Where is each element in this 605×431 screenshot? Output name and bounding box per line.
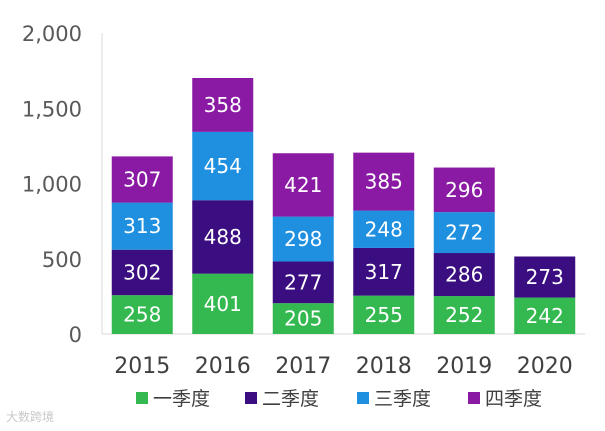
- bar-segment: [111, 249, 173, 296]
- bar-segment: [514, 256, 576, 298]
- legend-swatch: [468, 392, 480, 404]
- bar-segment: [514, 297, 576, 334]
- data-label: 258: [123, 303, 161, 327]
- legend-label: 四季度: [485, 388, 542, 410]
- bar-segment: [272, 153, 334, 217]
- legend-label: 三季度: [374, 388, 431, 410]
- bar-segment: [353, 210, 415, 248]
- data-label: 248: [365, 217, 403, 241]
- data-label: 255: [365, 303, 403, 327]
- bar-segment: [272, 303, 334, 334]
- data-label: 242: [526, 304, 564, 328]
- bar-segment: [192, 273, 254, 334]
- x-tick-label: 2020: [517, 354, 573, 379]
- data-label: 286: [445, 263, 483, 287]
- data-label: 307: [123, 168, 161, 192]
- bar-segment: [353, 247, 415, 296]
- data-label: 421: [284, 173, 322, 197]
- x-tick-label: 2018: [356, 354, 412, 379]
- data-label: 488: [204, 225, 242, 249]
- bar-segment: [433, 253, 495, 297]
- data-label: 205: [284, 307, 322, 331]
- legend-label: 二季度: [262, 388, 319, 410]
- data-label: 302: [123, 260, 161, 284]
- data-label: 358: [204, 93, 242, 117]
- data-label: 298: [284, 227, 322, 251]
- legend-swatch: [136, 392, 148, 404]
- bar-segment: [111, 156, 173, 203]
- bar-segment: [192, 131, 254, 201]
- bar-segment: [353, 295, 415, 334]
- data-label: 401: [204, 292, 242, 316]
- legend-swatch: [245, 392, 257, 404]
- y-tick-label: 1,000: [22, 173, 82, 197]
- bar-segment: [433, 167, 495, 213]
- bar-segment: [192, 77, 254, 132]
- legend-swatch: [357, 392, 369, 404]
- data-label: 252: [445, 303, 483, 327]
- y-tick-label: 500: [42, 248, 82, 272]
- x-tick-label: 2015: [114, 354, 170, 379]
- data-label: 273: [526, 265, 564, 289]
- x-tick-label: 2019: [436, 354, 492, 379]
- data-label: 313: [123, 214, 161, 238]
- data-label: 277: [284, 270, 322, 294]
- bar-segment: [433, 296, 495, 334]
- legend: 一季度 二季度 三季度 四季度: [136, 388, 542, 410]
- bar-segment: [111, 295, 173, 334]
- bar-segment: [433, 212, 495, 254]
- y-tick-label: 2,000: [22, 22, 82, 46]
- bar-segment: [272, 261, 334, 304]
- data-label: 454: [204, 154, 242, 178]
- y-axis-ticks: 0 500 1,000 1,500 2,000: [22, 22, 82, 347]
- x-axis-ticks: 2015 2016 2017 2018 2019 2020: [114, 354, 573, 379]
- y-tick-label: 1,500: [22, 97, 82, 121]
- data-label: 317: [365, 260, 403, 284]
- data-label: 385: [365, 170, 403, 194]
- x-tick-label: 2017: [275, 354, 331, 379]
- bar-segment: [192, 200, 254, 274]
- data-label: 296: [445, 178, 483, 202]
- x-tick-label: 2016: [195, 354, 251, 379]
- y-tick-label: 0: [69, 323, 82, 347]
- legend-label: 一季度: [153, 388, 210, 410]
- bar-segment: [353, 152, 415, 211]
- bar-segment: [272, 216, 334, 262]
- bar-segment: [111, 202, 173, 250]
- watermark: 大数跨境: [6, 410, 55, 424]
- bars: 258 302 313 307 401 488 454 358 205 277 298 421 255 3…: [111, 77, 576, 334]
- data-label: 272: [445, 221, 483, 245]
